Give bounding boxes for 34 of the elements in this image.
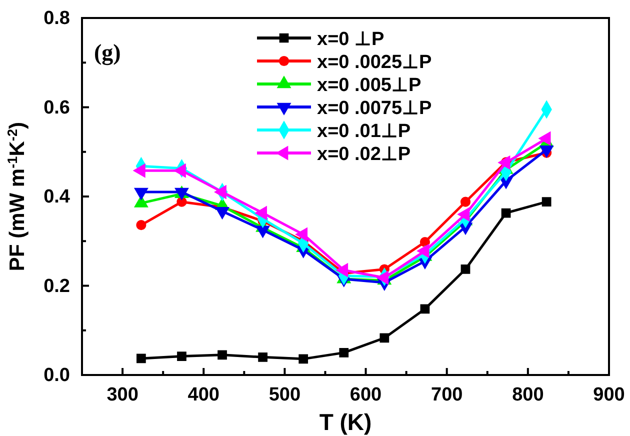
x-tick-label: 900 bbox=[593, 384, 625, 406]
annotation: (g) bbox=[94, 40, 121, 66]
legend-label: x=0 .01⊥P bbox=[317, 121, 411, 142]
point bbox=[136, 220, 146, 230]
point bbox=[339, 348, 349, 358]
point bbox=[460, 196, 471, 207]
x-tick-label: 300 bbox=[106, 384, 138, 406]
point bbox=[542, 197, 552, 207]
point bbox=[501, 208, 511, 218]
y-tick-label: 0.6 bbox=[44, 97, 70, 118]
x-tick-label: 400 bbox=[188, 384, 220, 406]
x-tick-label: 700 bbox=[430, 384, 463, 406]
point bbox=[380, 333, 390, 343]
point bbox=[218, 350, 227, 360]
legend-label: x=0 ⊥P bbox=[317, 29, 385, 50]
legend-label: x=0 .0075⊥P bbox=[317, 98, 432, 119]
legend-label: x=0 .02⊥P bbox=[317, 144, 411, 165]
y-tick-label: 0.4 bbox=[44, 186, 70, 208]
x-tick-label: 500 bbox=[268, 384, 301, 406]
y-tick-label: 0.0 bbox=[44, 365, 70, 386]
legend-label: x=0 .005⊥P bbox=[317, 75, 422, 96]
point bbox=[460, 264, 470, 274]
y-tick-label: 0.8 bbox=[44, 8, 70, 30]
x-tick-label: 800 bbox=[512, 384, 544, 406]
x-axis-title: T (K) bbox=[319, 409, 372, 435]
point bbox=[420, 304, 430, 314]
y-tick-label: 0.2 bbox=[44, 276, 70, 297]
point bbox=[298, 354, 308, 364]
point bbox=[177, 352, 186, 361]
point bbox=[136, 354, 146, 364]
x-tick-label: 600 bbox=[350, 384, 382, 406]
legend-label: x=0 .0025⊥P bbox=[317, 52, 432, 73]
point bbox=[420, 236, 430, 248]
point bbox=[258, 352, 268, 362]
